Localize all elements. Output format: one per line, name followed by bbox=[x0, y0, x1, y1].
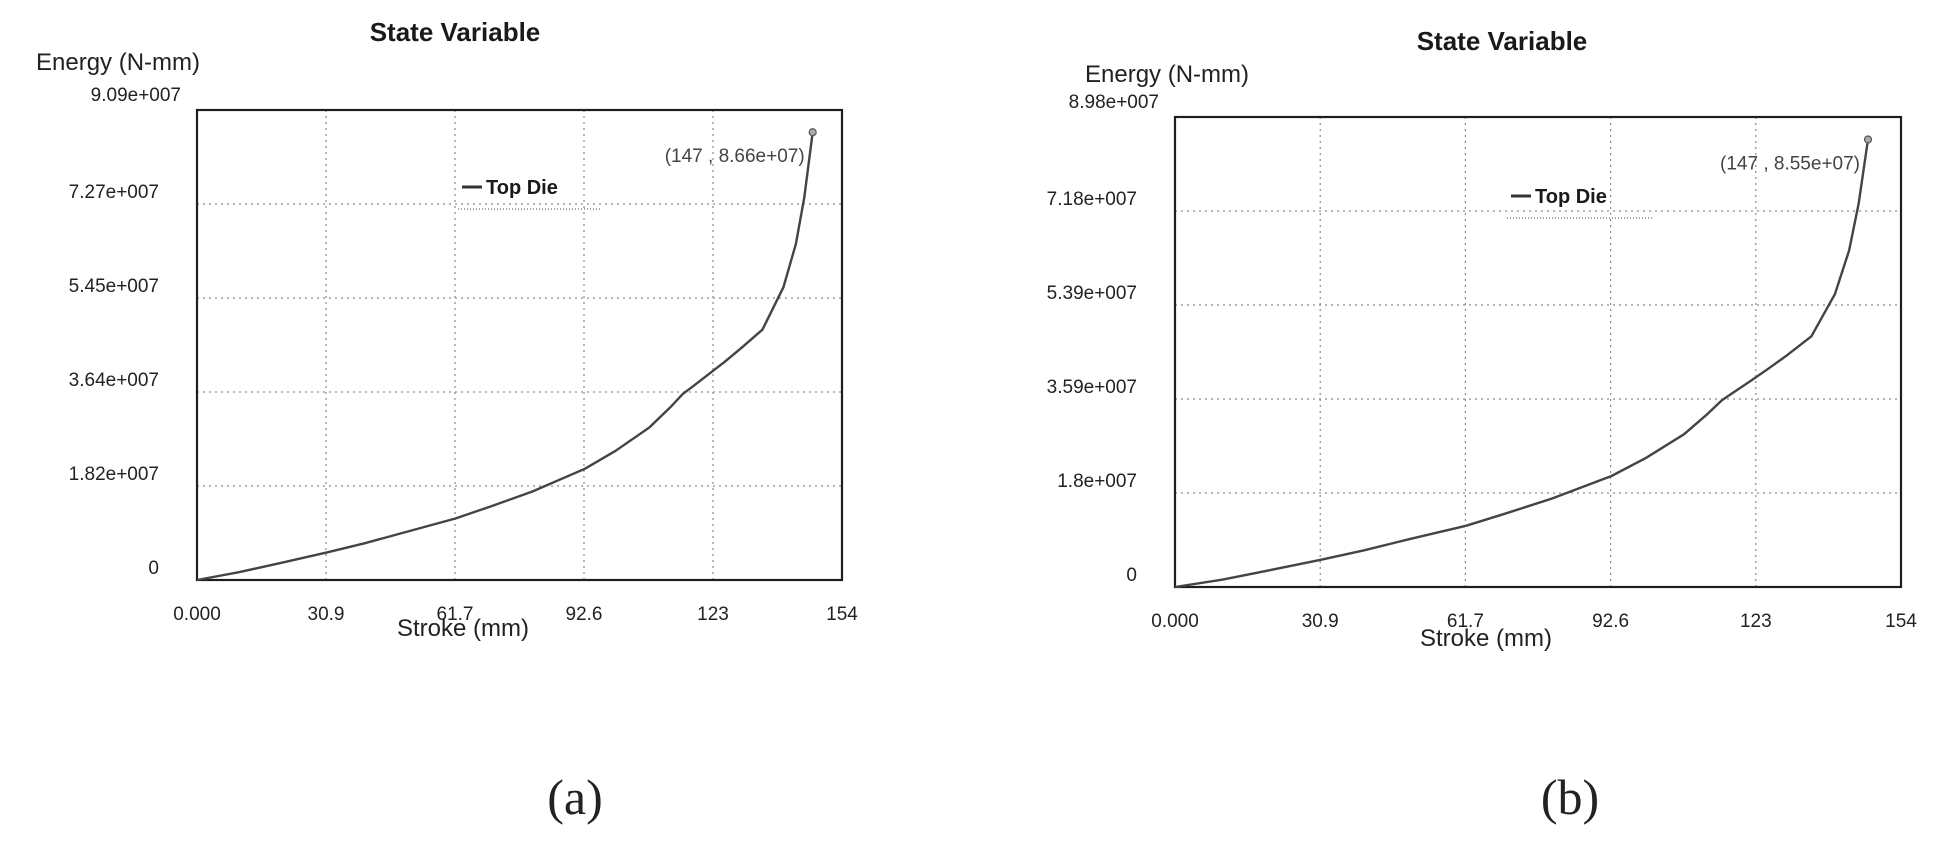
y-tick-label: 1.8e+007 bbox=[1057, 471, 1137, 492]
x-tick-label: 154 bbox=[826, 604, 858, 625]
y-axis-label: Energy (N-mm) bbox=[1085, 61, 1249, 88]
plot-frame bbox=[1173, 115, 1903, 589]
endpoint-annotation: (147 , 8.66e+07) bbox=[665, 146, 805, 167]
y-tick-label: 1.82e+007 bbox=[69, 464, 159, 485]
plot-frame bbox=[195, 108, 844, 582]
y-tick-label: 5.39e+007 bbox=[1047, 283, 1137, 304]
y-tick-label: 3.64e+007 bbox=[69, 370, 159, 391]
x-tick-label: 30.9 bbox=[308, 604, 345, 625]
x-tick-label: 30.9 bbox=[1302, 611, 1339, 632]
x-axis-label: Stroke (mm) bbox=[397, 615, 529, 642]
chart-a-svg: 0.000 30.9 61.7 92.6 123 154 0 1.82e+007 3.64e+0… bbox=[36, 17, 858, 642]
x-tick-label: 0.000 bbox=[173, 604, 221, 625]
series-line-top-die bbox=[196, 132, 814, 582]
chart-title: State Variable bbox=[1417, 26, 1588, 56]
x-axis-label: Stroke (mm) bbox=[1420, 625, 1552, 652]
y-tick-label: 8.98e+007 bbox=[1069, 92, 1159, 113]
y-tick-label: 9.09e+007 bbox=[91, 85, 181, 106]
y-tick-label: 0 bbox=[1126, 565, 1137, 586]
y-tick-label: 3.59e+007 bbox=[1047, 377, 1137, 398]
x-tick-label: 92.6 bbox=[566, 604, 603, 625]
x-tick-label: 92.6 bbox=[1592, 611, 1629, 632]
series-line-top-die bbox=[1174, 139, 1870, 589]
endpoint-annotation: (147 , 8.55e+07) bbox=[1720, 154, 1860, 175]
x-tick-label: 123 bbox=[1740, 611, 1772, 632]
x-tick-label: 61.7 bbox=[1447, 611, 1484, 632]
caption-b: (b) bbox=[1540, 769, 1600, 825]
x-tick-label: 61.7 bbox=[437, 604, 474, 625]
y-tick-label: 5.45e+007 bbox=[69, 276, 159, 297]
y-tick-label: 7.27e+007 bbox=[69, 182, 159, 203]
y-tick-label: 0 bbox=[148, 558, 159, 579]
endpoint-marker bbox=[1863, 135, 1873, 144]
legend-label: Top Die bbox=[486, 177, 558, 199]
chart-panel-b: 0.000 30.9 61.7 92.6 123 154 0 1.8e+007 3.59e+00… bbox=[979, 0, 1958, 846]
y-tick-label: 7.18e+007 bbox=[1047, 189, 1137, 210]
x-tick-label: 123 bbox=[697, 604, 729, 625]
x-tick-label: 0.000 bbox=[1151, 611, 1199, 632]
legend-label: Top Die bbox=[1535, 186, 1607, 208]
x-tick-label: 154 bbox=[1885, 611, 1917, 632]
chart-b-svg: 0.000 30.9 61.7 92.6 123 154 0 1.8e+007 3.59e+00… bbox=[1047, 26, 1918, 652]
endpoint-marker bbox=[808, 128, 817, 137]
chart-panel-a: 0.000 30.9 61.7 92.6 123 154 0 1.82e+007 3.64e+0… bbox=[36, 17, 858, 825]
caption-a: (a) bbox=[547, 769, 603, 825]
y-axis-label: Energy (N-mm) bbox=[36, 49, 200, 76]
chart-title: State Variable bbox=[370, 17, 541, 47]
